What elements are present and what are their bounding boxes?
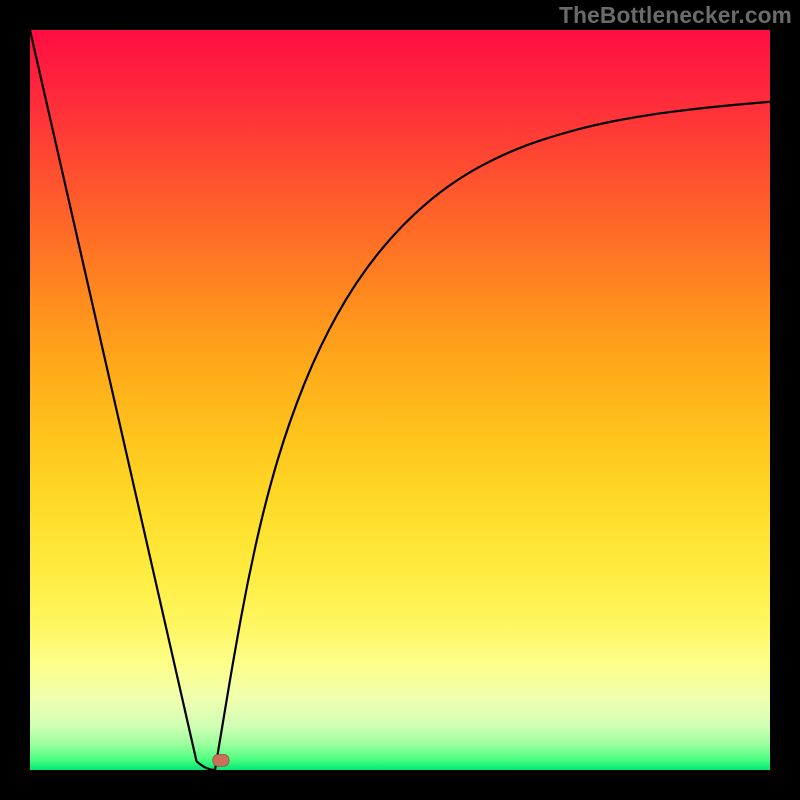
vertex-marker [213, 754, 229, 766]
watermark-text: TheBottlenecker.com [559, 2, 792, 29]
gradient-background [30, 30, 770, 770]
figure-stage: TheBottlenecker.com [0, 0, 800, 800]
plot-area [30, 30, 770, 770]
chart-svg [30, 30, 770, 770]
